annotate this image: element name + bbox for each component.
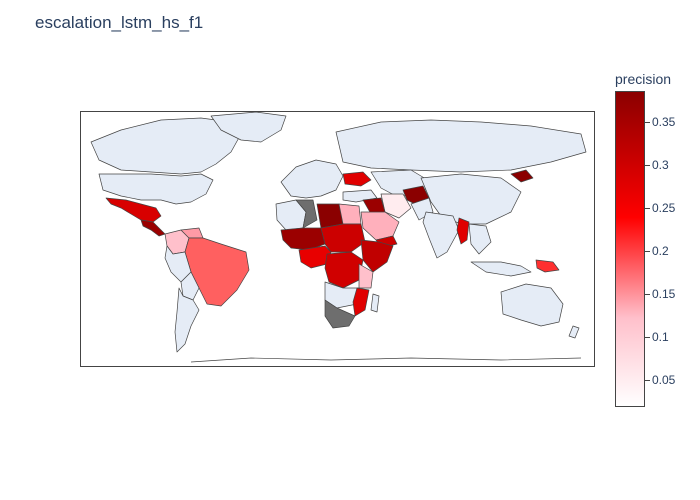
- country-mongolia-pacific[interactable]: [510, 169, 534, 183]
- country-iraq-syria[interactable]: [362, 197, 386, 215]
- chart-title: escalation_lstm_hs_f1: [35, 13, 204, 32]
- country-myanmar[interactable]: [456, 217, 470, 245]
- colorbar-tick-label: 0.35: [652, 115, 676, 130]
- country-china[interactable]: [420, 173, 522, 225]
- country-europe[interactable]: [280, 159, 344, 199]
- colorbar-tick-label: 0.15: [652, 287, 676, 302]
- country-kenya-tanzania[interactable]: [358, 263, 374, 289]
- country-australia[interactable]: [500, 283, 564, 327]
- colorbar-tick-mark: [645, 337, 650, 339]
- colorbar-tick-label: 0.2: [652, 244, 669, 259]
- country-russia[interactable]: [335, 119, 587, 173]
- colorbar-tick-mark: [645, 380, 650, 382]
- map-svg: [90, 112, 587, 363]
- colorbar-tick-mark: [645, 294, 650, 296]
- colorbar-tick-mark: [645, 122, 650, 124]
- colorbar-tick-mark: [645, 208, 650, 210]
- colorbar: [615, 91, 645, 407]
- country-madagascar[interactable]: [370, 293, 380, 313]
- colorbar-tick-mark: [645, 251, 650, 253]
- colorbar-tick-mark: [645, 165, 650, 167]
- colorbar-tick-label: 0.05: [652, 373, 676, 388]
- country-algeria[interactable]: [295, 199, 318, 229]
- country-antarctica: [190, 357, 582, 363]
- country-usa[interactable]: [98, 173, 214, 205]
- country-mozambique[interactable]: [352, 287, 370, 317]
- country-india[interactable]: [422, 211, 460, 259]
- country-chad-sudan[interactable]: [320, 223, 366, 253]
- country-ethiopia-somalia[interactable]: [360, 239, 394, 273]
- country-mexico[interactable]: [105, 197, 162, 223]
- colorbar-tick-label: 0.25: [652, 201, 676, 216]
- country-indonesia[interactable]: [470, 261, 532, 277]
- colorbar-title: precision: [615, 71, 672, 87]
- country-se-asia[interactable]: [468, 223, 492, 255]
- country-new-zealand[interactable]: [568, 325, 580, 339]
- country-central-africa[interactable]: [324, 251, 364, 289]
- world-map[interactable]: [80, 111, 595, 367]
- country-greenland[interactable]: [210, 112, 287, 143]
- country-canada[interactable]: [90, 117, 242, 175]
- country-saudi-arabia[interactable]: [360, 211, 400, 241]
- country-bolivia-paraguay[interactable]: [180, 271, 200, 301]
- country-argentina-chile[interactable]: [174, 287, 200, 353]
- country-ukraine[interactable]: [342, 171, 372, 187]
- country-papua-new-guinea[interactable]: [535, 259, 560, 273]
- colorbar-tick-label: 0.3: [652, 158, 669, 173]
- colorbar-gradient: [616, 92, 644, 406]
- colorbar-tick-label: 0.1: [652, 330, 669, 345]
- country-southern-africa[interactable]: [324, 299, 356, 329]
- country-central-america[interactable]: [140, 219, 166, 237]
- country-egypt[interactable]: [338, 203, 362, 225]
